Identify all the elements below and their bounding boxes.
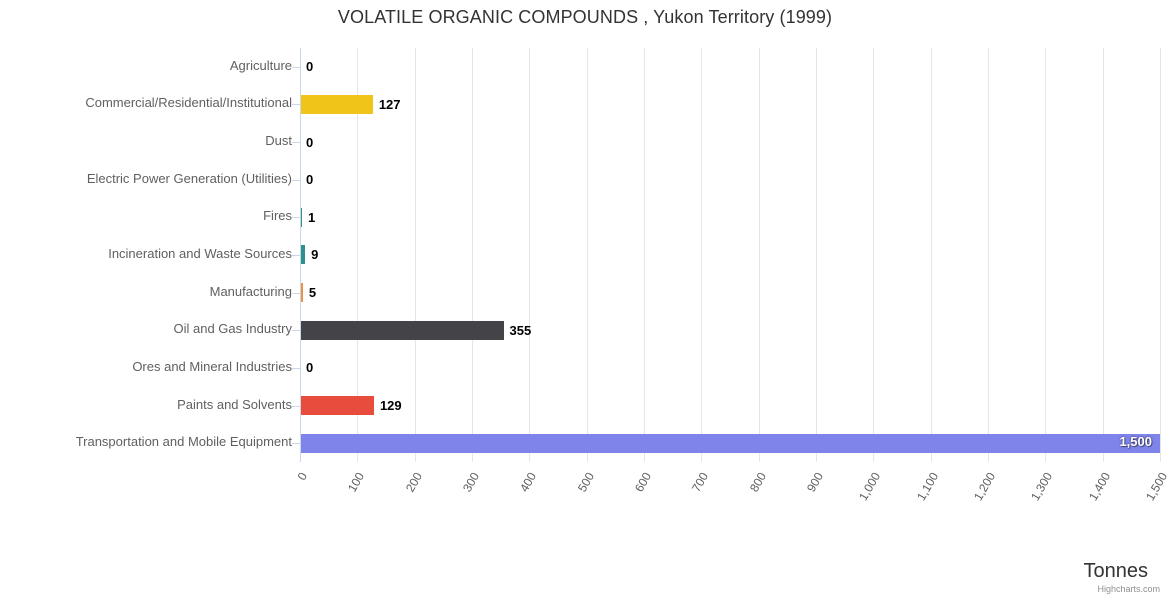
- bar-row[interactable]: 127: [300, 86, 1160, 124]
- bar-row[interactable]: 1: [300, 199, 1160, 237]
- y-axis-tick: [292, 368, 300, 369]
- bar-row[interactable]: 0: [300, 349, 1160, 387]
- bar-value-label: 1: [308, 209, 316, 225]
- y-axis-tick: [292, 217, 300, 218]
- x-axis-tick-label: 800: [746, 470, 769, 495]
- bar-row[interactable]: 0: [300, 48, 1160, 86]
- y-axis-tick: [292, 443, 300, 444]
- bar[interactable]: 1,500: [300, 433, 1160, 453]
- bar-row[interactable]: 129: [300, 387, 1160, 425]
- bar-value-label: 5: [308, 285, 317, 301]
- x-axis-tick-label: 1,000: [856, 470, 884, 504]
- x-axis-tick-label: 1,200: [970, 470, 999, 504]
- bar[interactable]: [300, 320, 504, 340]
- x-axis-tick-label: 1,500: [1142, 470, 1170, 504]
- bar-value-label: 1,500: [1119, 433, 1152, 449]
- x-axis-tick-label: 1,300: [1028, 470, 1056, 504]
- bar[interactable]: [300, 207, 302, 227]
- bar-value-label: 9: [311, 247, 319, 263]
- y-axis-tick: [292, 180, 300, 181]
- x-axis-tick-label: 0: [294, 470, 311, 483]
- bar-value-label: 0: [306, 360, 314, 376]
- y-axis-label: Ores and Mineral Industries: [132, 358, 292, 374]
- y-axis-tick: [292, 255, 300, 256]
- bar-row[interactable]: 9: [300, 236, 1160, 274]
- x-axis-tick-label: 300: [459, 470, 483, 495]
- bar-value-label: 0: [306, 59, 314, 75]
- bar[interactable]: [300, 245, 306, 265]
- y-axis-label: Fires: [263, 208, 292, 224]
- y-axis-tick: [292, 293, 300, 294]
- y-axis-label: Electric Power Generation (Utilities): [86, 170, 292, 186]
- plot-area: 0 127 0 0 1 9 5 355 0 129 1,500: [300, 48, 1161, 462]
- y-axis-label: Paints and Solvents: [177, 396, 292, 412]
- bar-value-label: 127: [378, 96, 401, 112]
- x-axis-tick-label: 500: [574, 470, 597, 495]
- bar-row[interactable]: 5: [300, 274, 1160, 312]
- x-axis-tick-label: 1,100: [913, 470, 941, 504]
- x-axis-title: Tonnes: [1083, 560, 1149, 582]
- x-axis-tick-label: 900: [803, 470, 827, 495]
- y-axis-tick: [292, 406, 300, 407]
- x-axis-tick-label: 400: [517, 470, 540, 495]
- x-axis-tick-label: 200: [402, 470, 425, 495]
- y-axis-label: Oil and Gas Industry: [173, 321, 293, 337]
- y-axis-label: Agriculture: [229, 57, 292, 73]
- y-axis-label: Dust: [265, 133, 292, 149]
- y-axis-line: [300, 48, 301, 462]
- y-axis-tick: [292, 67, 300, 68]
- y-axis-label: Incineration and Waste Sources: [108, 246, 292, 261]
- highcharts-credits: Highcharts.com: [1097, 584, 1160, 594]
- y-axis-tick: [292, 330, 300, 331]
- gridline: [1160, 48, 1161, 462]
- x-axis-tick-label: 700: [689, 470, 712, 495]
- bar[interactable]: [300, 94, 373, 114]
- y-axis-label: Commercial/Residential/Institutional: [85, 95, 292, 111]
- bar-value-label: 355: [509, 322, 532, 338]
- y-axis-tick: [292, 142, 300, 143]
- y-axis-label: Transportation and Mobile Equipment: [75, 434, 292, 450]
- bar-row[interactable]: 1,500: [300, 424, 1160, 462]
- bar-value-label: 129: [379, 398, 402, 414]
- y-axis-label: Manufacturing: [209, 283, 292, 299]
- bar-row[interactable]: 0: [300, 123, 1160, 161]
- x-axis-tick-label: 1,400: [1085, 470, 1113, 504]
- x-axis-tick-label: 100: [345, 470, 368, 495]
- bar-row[interactable]: 0: [300, 161, 1160, 199]
- bar-value-label: 0: [306, 134, 314, 150]
- bar-value-label: 0: [306, 172, 314, 188]
- y-axis-tick: [292, 104, 300, 105]
- bar[interactable]: [300, 396, 374, 416]
- bar-row[interactable]: 355: [300, 311, 1160, 349]
- x-axis-tick-label: 600: [631, 470, 655, 495]
- chart-title: VOLATILE ORGANIC COMPOUNDS , Yukon Terri…: [337, 7, 833, 27]
- bar[interactable]: [300, 283, 303, 303]
